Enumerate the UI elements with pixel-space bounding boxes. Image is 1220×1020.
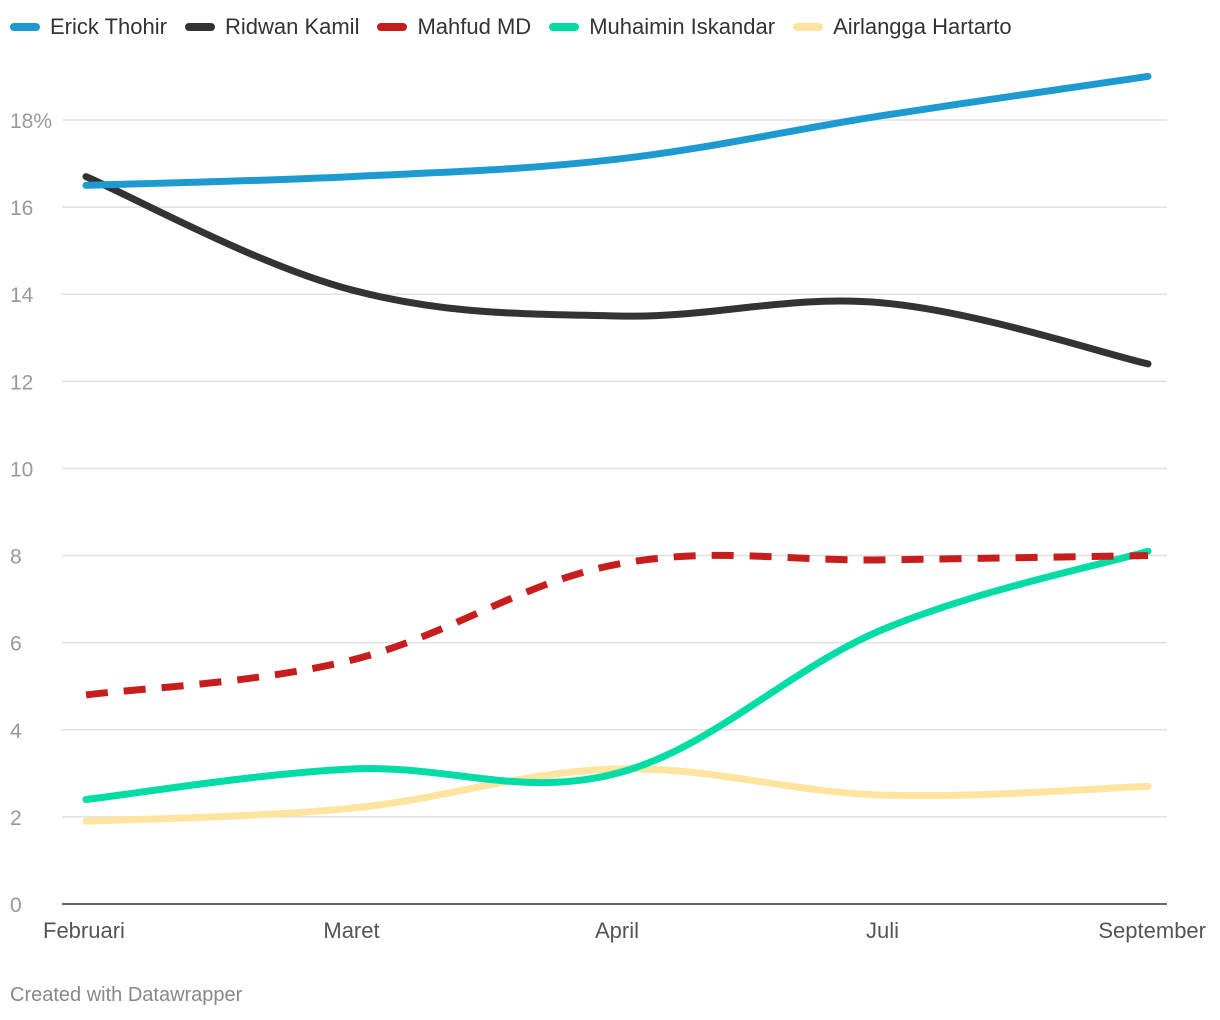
legend-label: Mahfud MD (417, 14, 532, 39)
y-tick-label: 12 (10, 371, 33, 394)
series-line-muhaimin-iskandar (82, 547, 1152, 803)
legend-label: Erick Thohir (50, 14, 167, 39)
legend-swatch (793, 23, 824, 31)
legend-label: Muhaimin Iskandar (589, 14, 776, 39)
legend-item-muhaimin-iskandar: Muhaimin Iskandar (549, 14, 775, 40)
series-line-erick-thohir (82, 72, 1152, 189)
y-tick-label: 2 (10, 807, 22, 830)
x-tick-label: Maret (323, 918, 379, 943)
x-tick-label: Februari (43, 918, 125, 943)
y-tick-label: 16 (10, 197, 33, 220)
chart-legend: Erick Thohir Ridwan Kamil Mahfud MD Muha… (10, 14, 1030, 40)
series-line-airlangga-hartarto (82, 765, 1152, 825)
series-line-mahfud-md (85, 551, 1149, 699)
y-tick-label: 4 (10, 720, 22, 743)
legend-swatch (10, 23, 40, 31)
legend-label: Airlangga Hartarto (833, 14, 1012, 39)
y-tick-label: 0 (10, 894, 22, 917)
y-tick-label: 14 (10, 284, 34, 307)
legend-item-ridwan-kamil: Ridwan Kamil (184, 14, 360, 40)
grid-layer (62, 119, 1167, 905)
line-chart: 0 2 4 6 8 10 12 14 16 18% Februari Maret April Juli Se… (10, 72, 1206, 943)
legend-swatch (184, 23, 215, 31)
y-tick-label: 18% (10, 110, 52, 133)
legend-item-mahfud-md: Mahfud MD (377, 14, 531, 40)
x-tick-label: September (1098, 918, 1206, 943)
legend-item-airlangga-hartarto: Airlangga Hartarto (793, 14, 1012, 40)
series-line-ridwan-kamil (82, 173, 1152, 368)
y-tick-label: 8 (10, 546, 22, 569)
x-tick-label: Juli (866, 918, 899, 943)
x-tick-label: April (595, 918, 639, 943)
y-tick-label: 6 (10, 633, 22, 656)
legend-item-erick-thohir: Erick Thohir (10, 14, 167, 40)
legend-swatch (377, 23, 408, 31)
credit-text: Created with Datawrapper (10, 984, 243, 1006)
y-tick-label: 10 (10, 458, 33, 481)
series-layer (82, 72, 1152, 825)
legend-label: Ridwan Kamil (224, 14, 360, 39)
axis-layer: 0 2 4 6 8 10 12 14 16 18% Februari Maret April Juli Se… (10, 110, 1206, 943)
legend-swatch (549, 23, 580, 31)
